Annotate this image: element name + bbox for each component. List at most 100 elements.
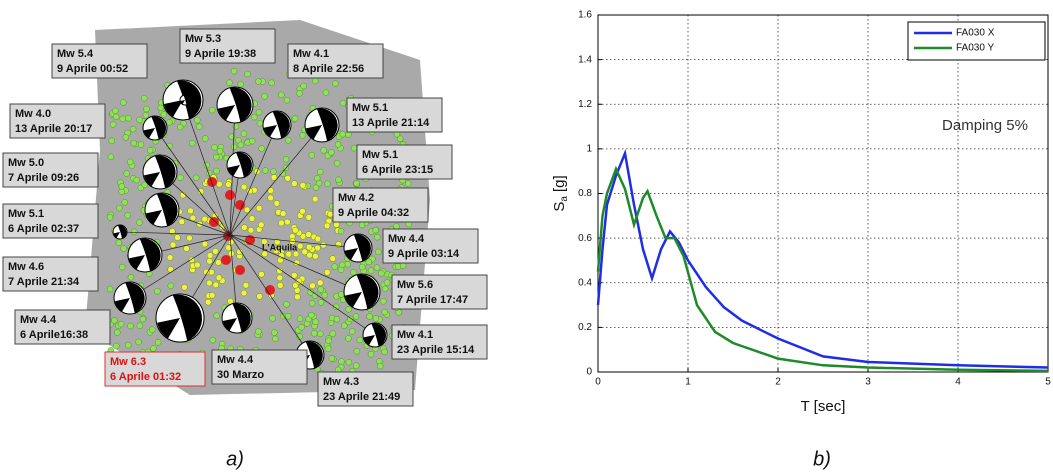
event-date: 23 Aprile 15:14 bbox=[397, 344, 475, 356]
event-dot bbox=[116, 205, 122, 211]
event-dot bbox=[338, 359, 344, 365]
event-dot bbox=[137, 117, 143, 123]
event-dot bbox=[119, 264, 125, 270]
event-dot bbox=[382, 286, 388, 292]
event-dot bbox=[320, 242, 326, 248]
event-dot bbox=[209, 292, 215, 298]
event-dot bbox=[340, 131, 346, 137]
event-dot bbox=[206, 280, 212, 286]
event-dot bbox=[346, 306, 352, 312]
event-magnitude: Mw 5.6 bbox=[397, 279, 433, 291]
event-date: 6 Aprile 23:15 bbox=[362, 164, 433, 176]
event-dot bbox=[332, 81, 338, 87]
main-event bbox=[209, 217, 219, 227]
event-dot bbox=[297, 316, 303, 322]
event-dot bbox=[256, 293, 262, 299]
event-dot bbox=[283, 301, 289, 307]
y-tick-label: 0 bbox=[586, 367, 592, 378]
event-dot bbox=[143, 112, 149, 118]
event-dot bbox=[231, 144, 237, 150]
event-dot bbox=[317, 280, 323, 286]
x-tick-label: 5 bbox=[1045, 377, 1051, 388]
event-dot bbox=[315, 245, 321, 251]
event-date: 9 Aprile 03:14 bbox=[388, 248, 460, 260]
event-dot bbox=[125, 115, 131, 121]
x-tick-label: 0 bbox=[595, 377, 601, 388]
event-dot bbox=[292, 227, 298, 233]
event-dot bbox=[299, 208, 305, 214]
event-dot bbox=[249, 216, 255, 222]
event-dot bbox=[351, 145, 357, 151]
event-dot bbox=[378, 270, 384, 276]
event-dot bbox=[335, 141, 341, 147]
event-dot bbox=[309, 283, 315, 289]
event-dot bbox=[256, 205, 262, 211]
event-date: 6 Aprile 01:32 bbox=[110, 371, 181, 383]
event-dot bbox=[243, 282, 249, 288]
event-dot bbox=[118, 321, 124, 327]
event-dot bbox=[216, 181, 222, 187]
event-dot bbox=[382, 309, 388, 315]
event-magnitude: Mw 5.1 bbox=[352, 102, 388, 114]
event-dot bbox=[179, 219, 185, 225]
main-event bbox=[207, 177, 217, 187]
event-dot bbox=[261, 93, 267, 99]
event-dot bbox=[339, 262, 345, 268]
event-dot bbox=[277, 275, 283, 281]
x-tick-label: 3 bbox=[865, 377, 871, 388]
event-dot bbox=[107, 214, 113, 220]
event-dot bbox=[190, 215, 196, 221]
event-dot bbox=[311, 330, 317, 336]
event-dot bbox=[107, 286, 113, 292]
event-magnitude: Mw 4.3 bbox=[323, 376, 359, 388]
event-dot bbox=[292, 116, 298, 122]
event-dot bbox=[137, 323, 143, 329]
main-event bbox=[235, 265, 245, 275]
event-dot bbox=[318, 286, 324, 292]
event-dot bbox=[312, 253, 318, 259]
event-magnitude: Mw 4.2 bbox=[338, 192, 374, 204]
event-dot bbox=[207, 253, 213, 259]
event-dot bbox=[309, 300, 315, 306]
event-dot bbox=[328, 149, 334, 155]
event-date: 6 Aprile16:38 bbox=[20, 329, 88, 341]
event-dot bbox=[338, 228, 344, 234]
event-dot bbox=[384, 280, 390, 286]
event-dot bbox=[130, 126, 136, 132]
event-date: 9 Aprile 00:52 bbox=[57, 63, 128, 75]
event-dot bbox=[127, 323, 133, 329]
event-dot bbox=[213, 168, 219, 174]
event-dot bbox=[110, 121, 116, 127]
event-dot bbox=[125, 212, 131, 218]
event-dot bbox=[306, 214, 312, 220]
event-dot bbox=[280, 211, 286, 217]
event-dot bbox=[394, 223, 400, 229]
event-dot bbox=[374, 265, 380, 271]
event-dot bbox=[174, 235, 180, 241]
event-dot bbox=[258, 222, 264, 228]
event-dot bbox=[241, 225, 247, 231]
event-dot bbox=[332, 264, 338, 270]
event-dot bbox=[124, 171, 130, 177]
event-dot bbox=[256, 109, 262, 115]
y-tick-label: 0.8 bbox=[578, 188, 592, 199]
event-dot bbox=[373, 316, 379, 322]
event-dot bbox=[138, 142, 144, 148]
event-dot bbox=[258, 271, 264, 277]
event-dot bbox=[150, 345, 156, 351]
event-dot bbox=[226, 80, 232, 86]
event-magnitude: Mw 4.4 bbox=[217, 354, 254, 366]
event-dot bbox=[241, 184, 247, 190]
event-magnitude: Mw 4.6 bbox=[8, 261, 44, 273]
event-dot bbox=[251, 114, 257, 120]
event-date: 13 Aprile 21:14 bbox=[352, 117, 430, 129]
event-magnitude: Mw 5.4 bbox=[57, 48, 94, 60]
event-dot bbox=[341, 323, 347, 329]
event-dot bbox=[249, 138, 255, 144]
event-dot bbox=[131, 229, 137, 235]
event-dot bbox=[121, 246, 127, 252]
event-dot bbox=[278, 220, 284, 226]
event-dot bbox=[141, 95, 147, 101]
event-dot bbox=[184, 246, 190, 252]
